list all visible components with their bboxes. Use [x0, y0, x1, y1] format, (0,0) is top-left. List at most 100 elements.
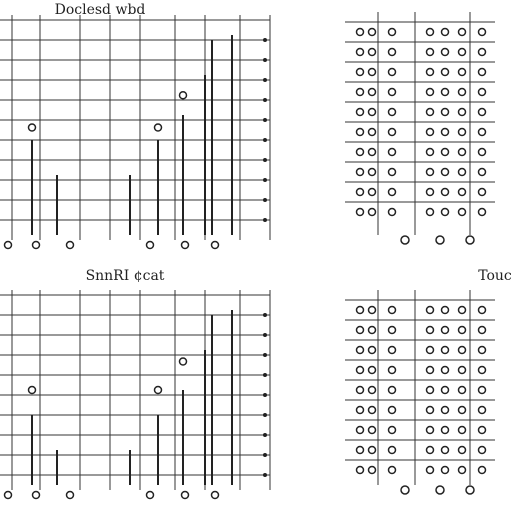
glyph [178, 91, 188, 100]
glyph [210, 240, 220, 250]
glyph [425, 365, 435, 375]
glyph [457, 87, 467, 97]
tick-dot [263, 118, 267, 122]
glyph [387, 187, 397, 197]
glyph [367, 147, 377, 157]
glyph [425, 127, 435, 137]
glyph [435, 485, 445, 495]
glyph [440, 405, 450, 415]
glyph [425, 405, 435, 415]
glyph [355, 305, 365, 315]
glyph [367, 465, 377, 475]
glyph [355, 445, 365, 455]
right-title: Touc [478, 268, 512, 284]
glyph [425, 305, 435, 315]
glyph [477, 67, 487, 77]
glyph [477, 345, 487, 355]
glyph [457, 207, 467, 217]
glyph [355, 325, 365, 335]
glyph [477, 365, 487, 375]
glyph [457, 405, 467, 415]
glyph [387, 67, 397, 77]
glyph [355, 107, 365, 117]
glyph [477, 385, 487, 395]
glyph [440, 167, 450, 177]
glyph [65, 240, 75, 250]
glyph [440, 385, 450, 395]
glyph [367, 27, 377, 37]
glyph [355, 405, 365, 415]
glyph [153, 123, 163, 132]
glyph [355, 385, 365, 395]
glyph [355, 67, 365, 77]
tick-dot [263, 138, 267, 142]
glyph [457, 47, 467, 57]
glyph [440, 445, 450, 455]
glyph [355, 365, 365, 375]
glyph [457, 325, 467, 335]
glyph [367, 385, 377, 395]
glyph [367, 67, 377, 77]
glyph [477, 425, 487, 435]
glyph [387, 207, 397, 217]
glyph [3, 240, 13, 250]
glyph [440, 305, 450, 315]
glyph [367, 167, 377, 177]
glyph [180, 240, 190, 250]
glyph [387, 147, 397, 157]
glyph [355, 425, 365, 435]
glyph [387, 305, 397, 315]
glyph [425, 27, 435, 37]
glyph [367, 425, 377, 435]
glyph [387, 365, 397, 375]
glyph [387, 325, 397, 335]
glyph [440, 87, 450, 97]
glyph [425, 107, 435, 117]
top-title: Doclesd wbd [55, 2, 146, 18]
glyph [477, 87, 487, 97]
tick-dot [263, 353, 267, 357]
glyph [355, 87, 365, 97]
glyph [457, 465, 467, 475]
glyph [387, 405, 397, 415]
glyph [457, 385, 467, 395]
tick-dot [263, 413, 267, 417]
glyph [425, 167, 435, 177]
glyph [367, 47, 377, 57]
tick-dot [263, 218, 267, 222]
glyph [477, 305, 487, 315]
glyph [425, 207, 435, 217]
glyph [425, 325, 435, 335]
glyph [355, 187, 365, 197]
glyph [457, 127, 467, 137]
glyph [355, 147, 365, 157]
glyph [457, 147, 467, 157]
glyph [440, 425, 450, 435]
glyph [440, 345, 450, 355]
glyph [387, 27, 397, 37]
glyph [65, 490, 75, 500]
glyph [367, 445, 377, 455]
glyph [367, 187, 377, 197]
glyph [145, 240, 155, 250]
glyph [31, 490, 41, 500]
tick-dot [263, 198, 267, 202]
tick-dot [263, 333, 267, 337]
glyph [387, 127, 397, 137]
glyph [477, 405, 487, 415]
glyph [457, 425, 467, 435]
glyph [465, 235, 475, 245]
glyph [367, 345, 377, 355]
glyph [425, 425, 435, 435]
glyph [355, 127, 365, 137]
glyph [440, 325, 450, 335]
glyph [400, 485, 410, 495]
glyph [425, 147, 435, 157]
glyph [440, 465, 450, 475]
glyph [457, 365, 467, 375]
glyph [178, 357, 188, 366]
glyph [153, 385, 163, 395]
glyph [457, 107, 467, 117]
glyph [367, 207, 377, 217]
